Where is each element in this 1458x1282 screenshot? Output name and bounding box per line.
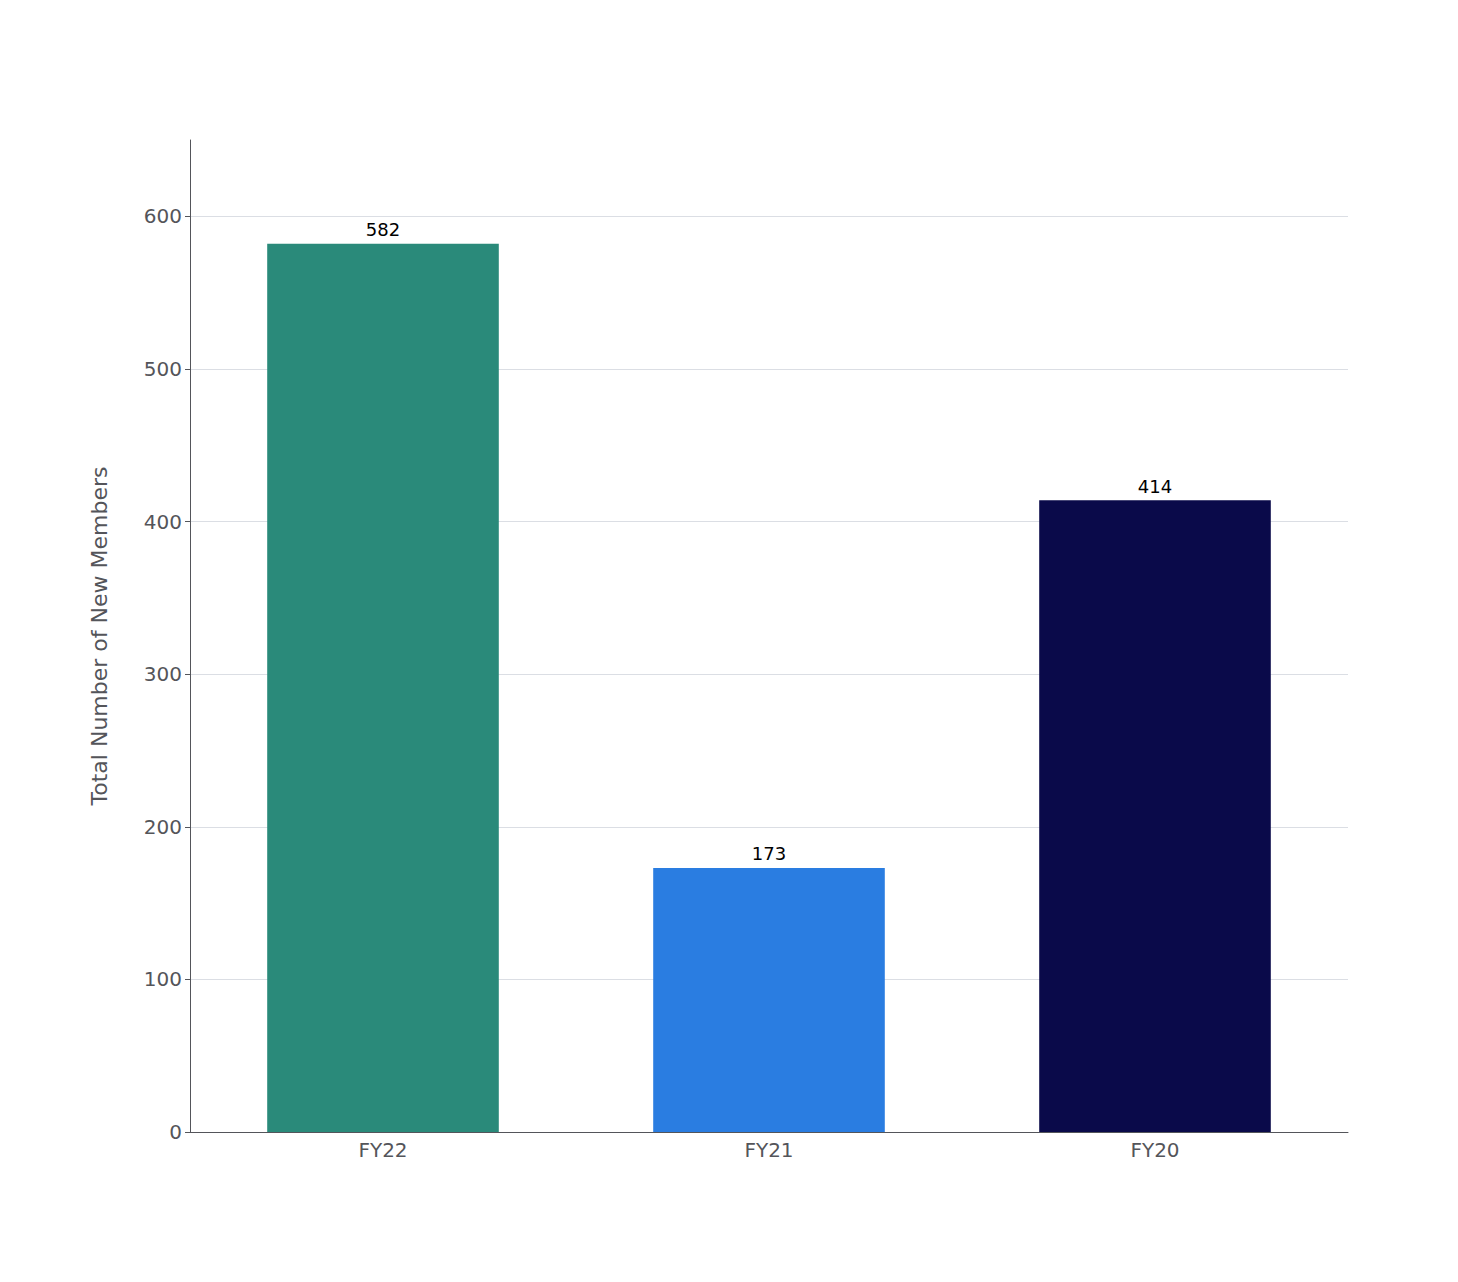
svg-text:FY21: FY21 xyxy=(744,1138,793,1162)
svg-text:300: 300 xyxy=(144,662,182,686)
svg-text:Total Number of New Members: Total Number of New Members xyxy=(87,467,112,807)
svg-text:582: 582 xyxy=(366,219,400,240)
svg-text:200: 200 xyxy=(144,815,182,839)
svg-text:414: 414 xyxy=(1138,476,1172,497)
svg-text:500: 500 xyxy=(144,357,182,381)
svg-text:600: 600 xyxy=(144,204,182,228)
svg-text:0: 0 xyxy=(169,1120,182,1144)
svg-text:400: 400 xyxy=(144,510,182,534)
svg-text:173: 173 xyxy=(752,843,786,864)
svg-text:FY20: FY20 xyxy=(1130,1138,1179,1162)
svg-text:FY22: FY22 xyxy=(358,1138,407,1162)
svg-text:100: 100 xyxy=(144,967,182,991)
